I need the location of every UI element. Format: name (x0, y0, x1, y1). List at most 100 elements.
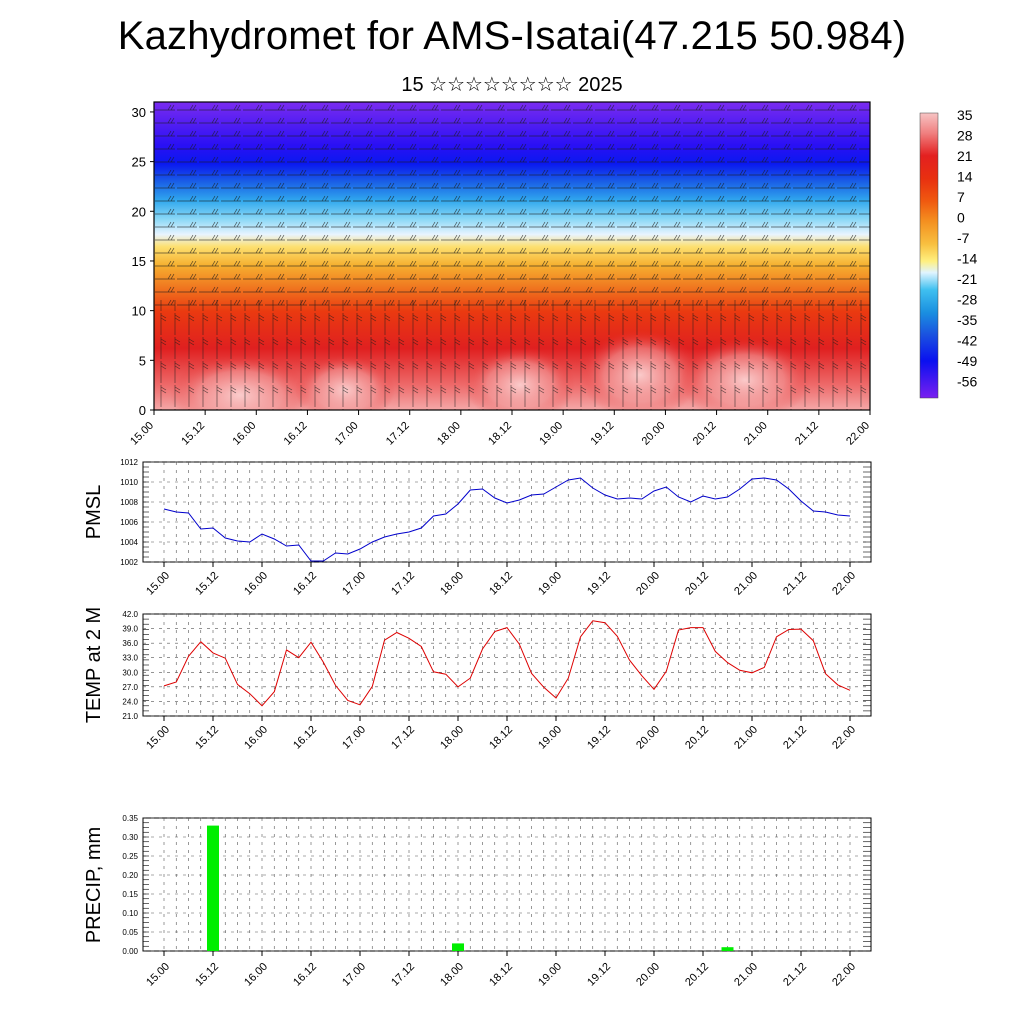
pmsl-grid (143, 461, 871, 563)
x-tick-label: 19.12 (585, 570, 613, 598)
x-tick-label: 18.12 (487, 570, 515, 598)
temperature-x-axis: 15.00 15.12 16.00 16.12 17.00 17.12 18.00 18.12… (144, 716, 858, 752)
x-tick-label: 20.00 (634, 570, 662, 598)
colorbar-label: -56 (957, 374, 977, 390)
y-tick-label: 0.20 (122, 871, 138, 880)
pmsl-axis-label: PMSL (83, 485, 105, 539)
y-tick-label: 1008 (120, 498, 138, 507)
precipitation-grid (143, 817, 871, 952)
x-tick-label: 17.00 (340, 570, 368, 598)
pmsl-series-line (163, 477, 851, 562)
y-tick-label: 27.0 (122, 683, 138, 692)
x-tick-label: 22.00 (830, 961, 858, 989)
colorbar-label: 21 (957, 148, 973, 164)
x-tick-label: 16.12 (291, 724, 319, 752)
colorbar-label: 7 (957, 189, 965, 205)
y-tick-label: 1004 (120, 538, 138, 547)
wind-barbs-lower (154, 300, 870, 410)
precip-bar (452, 943, 464, 951)
colorbar: 35 28 21 14 7 0 -7 -14 -21 -28 -35 -42 -49 -56 (919, 107, 977, 399)
x-tick-label: 21.00 (742, 420, 770, 448)
precipitation-bars (207, 825, 734, 951)
x-tick-label: 21.00 (732, 570, 760, 598)
colorbar-label: 35 (957, 107, 973, 123)
y-tick-label: 0.10 (122, 909, 138, 918)
x-tick-label: 19.12 (588, 420, 616, 448)
x-tick-label: 15.12 (193, 961, 221, 989)
chart-subtitle: 15 ☆☆☆☆☆☆☆☆ 2025 (401, 74, 623, 96)
cross-section-x-axis: 15.00 15.12 16.00 16.12 17.00 17.12 18.00 18.12… (128, 410, 872, 448)
x-tick-label: 15.12 (193, 724, 221, 752)
y-tick-label: 1012 (120, 458, 138, 467)
colorbar-scale (919, 112, 939, 399)
y-tick-label: 25 (132, 155, 146, 170)
x-tick-label: 19.00 (537, 420, 565, 448)
colorbar-label: 28 (957, 128, 973, 144)
y-tick-label: 20 (132, 204, 146, 219)
x-tick-label: 16.00 (230, 420, 258, 448)
y-tick-label: 5 (139, 353, 146, 368)
x-tick-label: 20.12 (683, 961, 711, 989)
x-tick-label: 18.00 (438, 570, 466, 598)
x-tick-label: 19.00 (536, 570, 564, 598)
y-tick-label: 30.0 (122, 668, 138, 677)
cross-section-panel: 0 5 10 15 20 25 30 15.00 15.12 16.00 16.12 17.00 17… (128, 101, 872, 448)
x-tick-label: 16.12 (291, 570, 319, 598)
chart-title: Kazhydromet for AMS-Isatai(47.215 50.984… (117, 14, 907, 58)
x-tick-label: 18.00 (438, 961, 466, 989)
y-tick-label: 0.35 (122, 814, 138, 823)
x-tick-label: 16.12 (282, 420, 310, 448)
x-tick-label: 18.00 (438, 724, 466, 752)
y-tick-label: 1002 (120, 558, 138, 567)
y-tick-label: 0.30 (122, 833, 138, 842)
x-tick-label: 18.12 (487, 724, 515, 752)
y-tick-label: 0.15 (122, 890, 138, 899)
x-tick-label: 17.00 (340, 724, 368, 752)
x-tick-label: 20.12 (691, 420, 719, 448)
y-tick-label: 30 (132, 105, 146, 120)
pmsl-panel: 1002 1004 1006 1008 1010 1012 15.00 15.12 16.00… (83, 458, 872, 598)
precipitation-x-axis: 15.00 15.12 16.00 16.12 17.00 17.12 18.00 18.12… (144, 951, 858, 989)
x-tick-label: 22.00 (844, 420, 872, 448)
y-tick-label: 1010 (120, 478, 138, 487)
x-tick-label: 19.12 (585, 724, 613, 752)
x-tick-label: 15.12 (179, 420, 207, 448)
x-tick-label: 21.12 (793, 420, 821, 448)
precipitation-panel: 0.000.050.100.150.200.250.300.35 15.00 15… (83, 814, 872, 989)
y-tick-label: 0.25 (122, 852, 138, 861)
x-tick-label: 22.00 (830, 570, 858, 598)
temperature-axis-label: TEMP at 2 M (83, 607, 105, 723)
x-tick-label: 22.00 (830, 724, 858, 752)
x-tick-label: 20.12 (683, 724, 711, 752)
pmsl-y-axis: 1002 1004 1006 1008 1010 1012 (120, 458, 138, 567)
y-tick-label: 15 (132, 254, 146, 269)
x-tick-label: 17.12 (389, 961, 417, 989)
x-tick-label: 21.00 (732, 724, 760, 752)
wind-barbs-upper (154, 102, 870, 307)
y-tick-label: 0 (139, 403, 146, 418)
temperature-grid (143, 613, 871, 717)
cross-section-y-axis: 0 5 10 15 20 25 30 (132, 105, 154, 418)
temperature-panel: 21.024.027.030.033.036.039.042.0 15.00 15… (83, 607, 872, 752)
x-tick-label: 15.00 (144, 724, 172, 752)
colorbar-label: -14 (957, 251, 977, 267)
precip-bar (721, 947, 734, 951)
temperature-series-line (163, 620, 851, 707)
y-tick-label: 24.0 (122, 697, 138, 706)
x-tick-label: 21.12 (781, 570, 809, 598)
x-tick-label: 15.00 (144, 961, 172, 989)
x-tick-label: 20.12 (683, 570, 711, 598)
y-tick-label: 0.05 (122, 928, 138, 937)
x-tick-label: 16.00 (242, 961, 270, 989)
x-tick-label: 16.12 (291, 961, 319, 989)
x-tick-label: 17.00 (340, 961, 368, 989)
x-tick-label: 20.00 (634, 961, 662, 989)
x-tick-label: 17.12 (389, 570, 417, 598)
x-tick-label: 18.12 (486, 420, 514, 448)
x-tick-label: 17.12 (384, 420, 412, 448)
y-tick-label: 21.0 (122, 712, 138, 721)
precipitation-axis-label: PRECIP, mm (83, 827, 105, 943)
x-tick-label: 21.12 (781, 724, 809, 752)
colorbar-label: -7 (957, 230, 970, 246)
